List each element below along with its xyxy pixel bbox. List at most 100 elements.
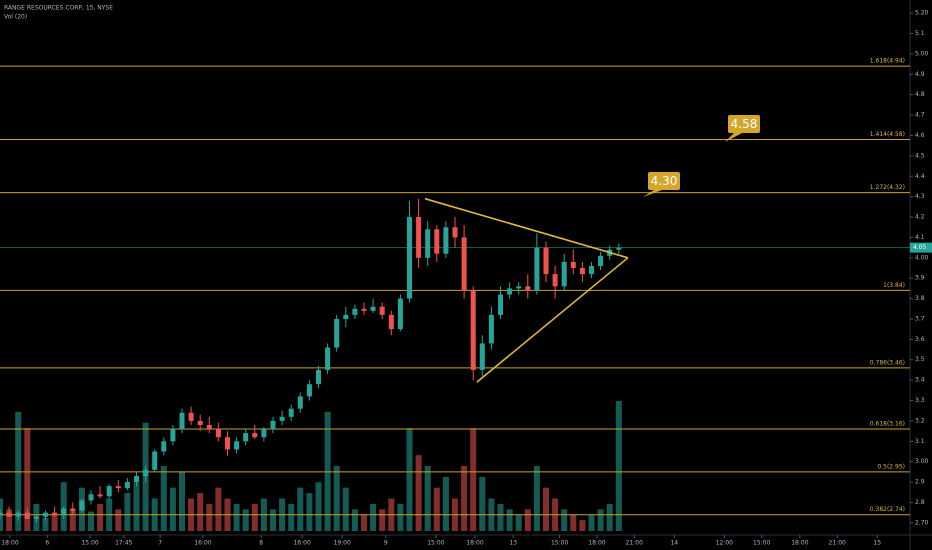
callout-label: 4.30 — [651, 174, 678, 188]
volume-bar — [561, 509, 568, 531]
candle-body — [279, 416, 285, 421]
volume-bar — [160, 466, 167, 531]
callout-box — [728, 115, 760, 133]
y-tick-label: 5.20 — [915, 10, 929, 17]
x-tick-label: 15 — [873, 540, 881, 547]
x-tick-label: 15:00 — [81, 540, 98, 547]
candle-body — [61, 508, 67, 515]
callout-label: 4.58 — [731, 117, 758, 131]
x-tick-label: 16:00 — [194, 540, 211, 547]
candle-body — [525, 286, 531, 291]
candle-body — [52, 512, 58, 515]
candle-body — [197, 420, 203, 425]
candle-body — [534, 247, 540, 291]
candle-body — [0, 512, 3, 515]
volume-bar — [606, 503, 613, 531]
volume-bar — [406, 428, 413, 531]
y-tick-label: 4.8 — [915, 91, 925, 98]
candle-body — [316, 369, 321, 385]
y-tick-label: 2.70 — [915, 519, 929, 526]
volume-bar — [69, 509, 76, 531]
candle-body — [234, 441, 240, 450]
candle-body — [215, 429, 221, 438]
candle-body — [143, 469, 149, 476]
volume-bar — [115, 509, 122, 531]
y-tick-label: 4.00 — [915, 254, 929, 261]
candle-body — [498, 294, 503, 315]
candle-body — [452, 227, 458, 238]
chart-title: RANGE RESOURCES CORP, 15, NYSE — [4, 5, 113, 12]
candle-body — [543, 247, 549, 275]
volume-bar — [433, 487, 440, 531]
y-tick-label: 4.3 — [915, 193, 925, 200]
candle-body — [516, 286, 522, 289]
volume-bar — [169, 487, 176, 531]
candle-body — [306, 384, 312, 397]
volume-bar — [515, 514, 522, 531]
fib-label: 0.382(2.74) — [870, 506, 905, 513]
volume-bar — [615, 401, 622, 531]
volume-bar — [88, 511, 94, 531]
candle-body — [124, 482, 130, 489]
candle-body — [161, 441, 167, 452]
volume-bar — [124, 493, 131, 531]
y-tick-label: 3.1 — [915, 438, 925, 445]
volume-bar — [397, 503, 404, 531]
fib-label: 0.618(3.16) — [870, 421, 905, 428]
callout-tail — [643, 190, 662, 197]
x-tick-label: 19:00 — [334, 540, 351, 547]
volume-bar — [333, 466, 340, 531]
callout-box — [648, 172, 680, 190]
y-tick-label: 5.1 — [915, 30, 925, 37]
candle-body — [188, 412, 194, 421]
volume-bar — [288, 503, 295, 531]
x-tick-label: 15:00 — [753, 540, 770, 547]
candle-body — [6, 512, 12, 517]
volume-bar — [270, 509, 276, 531]
volume-bar — [415, 455, 422, 531]
candle-body — [43, 512, 48, 517]
y-tick-label: 3.4 — [915, 377, 925, 384]
y-tick-label: 4.7 — [915, 112, 925, 119]
x-tick-label: 16:00 — [293, 540, 310, 547]
volume-bar — [6, 509, 13, 531]
x-tick-label: 12:00 — [716, 540, 733, 547]
candle-body — [343, 314, 349, 319]
y-tick-label: 3.9 — [915, 275, 925, 282]
x-tick-label: 18:00 — [466, 540, 483, 547]
y-tick-label: 4.4 — [915, 173, 925, 180]
fib-label: 0.786(3.46) — [870, 359, 905, 366]
y-tick-label: 4.9 — [915, 71, 925, 78]
volume-bar — [24, 428, 31, 531]
volume-bar — [42, 518, 49, 531]
volume-bar — [461, 466, 468, 531]
candle-body — [370, 306, 376, 311]
x-tick-label: 21:00 — [626, 540, 643, 547]
volume-bar — [351, 509, 358, 531]
y-tick-label: 3.5 — [915, 356, 925, 363]
candle-body — [579, 268, 585, 275]
candle-body — [425, 229, 431, 258]
candle-body — [570, 261, 576, 268]
candle-body — [461, 237, 467, 291]
volume-bar — [570, 514, 577, 531]
fib-label: 1.618(4.94) — [870, 58, 905, 65]
candle-body — [589, 265, 594, 275]
candle-body — [270, 420, 276, 430]
y-tick-label: 2.9 — [915, 479, 925, 486]
x-tick-label: 14 — [670, 540, 678, 547]
x-tick-label: 18:00 — [588, 540, 605, 547]
candle-body — [225, 437, 230, 450]
candle-body — [361, 308, 367, 311]
y-tick-label: 3.8 — [915, 295, 925, 302]
volume-bar — [370, 503, 377, 531]
candle-body — [598, 255, 604, 266]
volume-bar — [215, 487, 222, 531]
candle-body — [15, 512, 21, 517]
candle-body — [470, 290, 476, 370]
y-tick-label: 3.7 — [915, 315, 925, 322]
candle-body — [488, 314, 494, 344]
candle-body — [325, 347, 331, 370]
fib-label: 0.5(2.95) — [877, 463, 905, 470]
candle-body — [334, 318, 340, 348]
